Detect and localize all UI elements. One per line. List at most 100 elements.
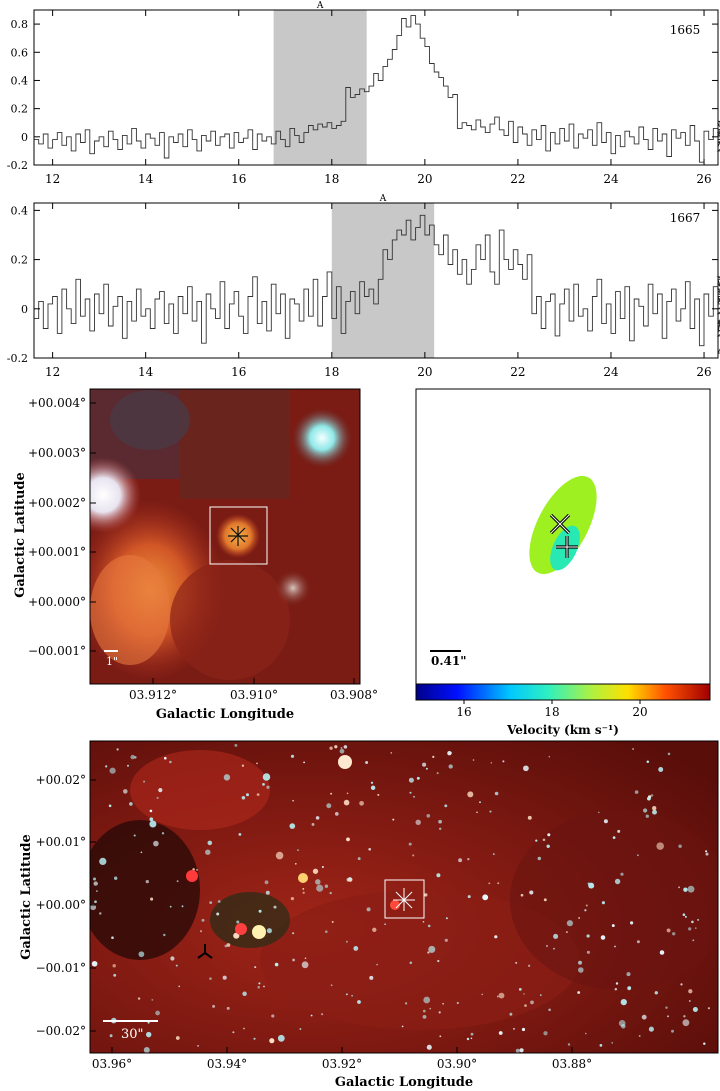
star (638, 1034, 641, 1037)
line-frequency-label: 1667 (670, 211, 701, 225)
star (289, 823, 296, 829)
star (488, 882, 491, 885)
star (422, 1014, 427, 1019)
star (384, 923, 386, 926)
star (209, 977, 212, 980)
star (436, 772, 439, 775)
star (515, 1048, 520, 1053)
star (523, 993, 525, 995)
star (357, 857, 361, 861)
tri-marker (197, 944, 213, 959)
star (626, 972, 631, 977)
x-tick-label: 14 (138, 365, 154, 379)
star (303, 761, 306, 764)
star (145, 1031, 152, 1038)
star (578, 917, 580, 919)
x-tick-label: 18 (324, 365, 339, 379)
star (707, 1007, 710, 1010)
star (209, 901, 213, 904)
star (223, 774, 231, 781)
star (292, 932, 295, 935)
star (123, 789, 128, 794)
region-label: A (316, 1, 324, 11)
star (437, 959, 440, 963)
star (691, 920, 694, 924)
star (127, 764, 129, 767)
star (422, 762, 427, 767)
velocity-map-panel: 0.41" 16 18 20 Velocity (km s⁻¹) (415, 388, 711, 737)
star (439, 827, 442, 830)
star (494, 935, 498, 939)
star (207, 840, 213, 846)
star (672, 932, 676, 936)
star (611, 1042, 614, 1044)
star (90, 904, 97, 911)
star (299, 1028, 302, 1030)
star (426, 1044, 432, 1050)
star (346, 792, 349, 795)
star (241, 764, 245, 767)
star (603, 819, 608, 824)
star (348, 877, 352, 881)
star (615, 982, 619, 985)
star (618, 1019, 626, 1027)
star (527, 815, 532, 820)
star (302, 891, 305, 894)
star (175, 1036, 180, 1040)
star (518, 988, 522, 991)
star (343, 799, 350, 806)
star (647, 796, 651, 801)
star (149, 820, 157, 828)
star (482, 894, 489, 901)
star (620, 872, 624, 876)
star (311, 822, 315, 826)
star (345, 993, 348, 996)
star (565, 931, 568, 934)
star (151, 998, 154, 1001)
star (546, 945, 548, 947)
star (678, 886, 681, 889)
star (339, 748, 345, 754)
star (236, 920, 240, 924)
star (530, 1000, 534, 1005)
y-tick-label: +00.000° (28, 595, 86, 609)
star (611, 924, 615, 928)
star (408, 842, 412, 846)
longitude-axis: 03.96° 03.94° 03.92° 03.90° 03.88° (92, 1047, 592, 1071)
x-tick-label: 03.910° (230, 688, 278, 702)
star (445, 917, 448, 920)
star (678, 844, 682, 848)
star (130, 754, 135, 760)
star (163, 933, 166, 937)
star (490, 762, 493, 764)
star (636, 940, 640, 944)
star (158, 788, 163, 793)
x-tick-label: 03.908° (330, 688, 378, 702)
y-tick-label: +00.003° (28, 446, 86, 460)
y-tick-label: 0.2 (11, 254, 29, 267)
star (438, 1011, 441, 1014)
star (523, 765, 529, 772)
star (147, 1021, 150, 1024)
star (238, 833, 242, 836)
star (425, 767, 428, 770)
star (588, 882, 595, 889)
star (275, 851, 284, 860)
star (666, 928, 671, 933)
star (330, 792, 333, 795)
x-axis: 12 14 16 18 20 22 24 26 (45, 203, 712, 379)
star (667, 1015, 669, 1018)
star (201, 918, 205, 922)
latitude-axis: +00.02° +00.01° +00.00° −00.01° −00.02° (36, 773, 96, 1038)
star (585, 1032, 587, 1035)
star (599, 1044, 603, 1047)
star (467, 857, 470, 861)
star (351, 994, 353, 997)
star (370, 781, 374, 784)
star (627, 986, 632, 990)
star (519, 1048, 524, 1053)
star (527, 964, 531, 967)
star (680, 983, 683, 986)
x-tick-label: 14 (138, 172, 154, 186)
star (652, 806, 657, 811)
